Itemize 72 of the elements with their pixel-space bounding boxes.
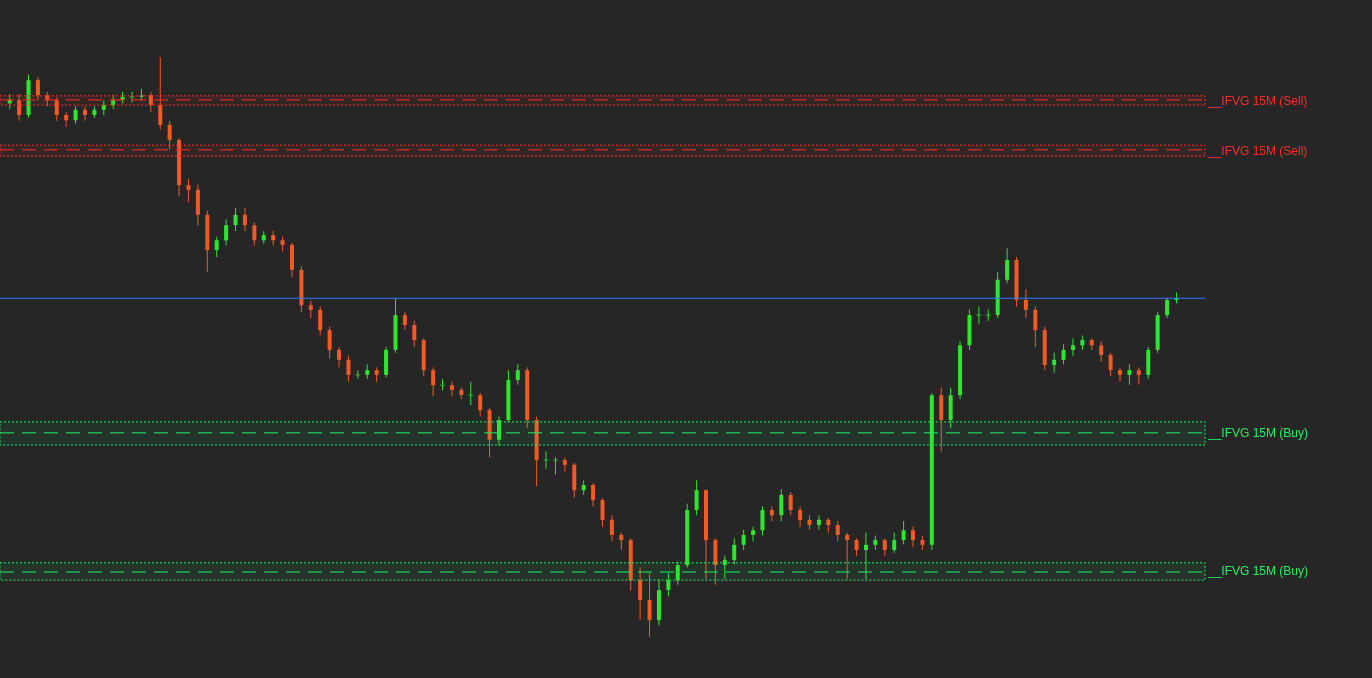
candlestick <box>449 381 454 397</box>
candlestick <box>242 207 247 232</box>
candlestick <box>600 497 605 528</box>
candlestick <box>751 526 756 542</box>
candlestick <box>468 381 474 406</box>
candlestick <box>675 561 680 586</box>
candlestick <box>158 56 163 130</box>
candlestick <box>1005 247 1010 284</box>
candlestick <box>694 479 699 516</box>
candlestick <box>1165 297 1170 319</box>
candlestick <box>478 392 483 418</box>
candlestick <box>788 491 793 516</box>
candlestick <box>214 236 219 258</box>
candlestick <box>402 311 407 331</box>
candlestick <box>552 456 558 476</box>
candlestick <box>911 526 916 548</box>
band-label: __IFVG 15M (Sell) <box>1207 143 1308 158</box>
candlestick <box>355 369 361 380</box>
candlestick <box>1127 363 1132 386</box>
candlestick <box>543 450 549 470</box>
candlestick <box>892 532 897 554</box>
candlestick <box>1099 340 1104 362</box>
candlestick <box>1070 337 1075 357</box>
candlestick <box>835 520 840 542</box>
candlestick <box>497 416 501 447</box>
candlestick <box>148 91 153 113</box>
candlestick <box>638 566 643 621</box>
candlestick <box>976 305 982 325</box>
candlestick <box>35 76 40 101</box>
candlestick <box>845 532 850 580</box>
candlestick <box>1023 288 1028 319</box>
candlestick <box>186 178 191 203</box>
candlestick <box>515 363 520 386</box>
candlestick <box>233 207 238 232</box>
candlestick <box>252 221 257 246</box>
candlestick <box>129 91 135 103</box>
candlestick <box>431 366 436 397</box>
candlestick <box>863 532 868 580</box>
candlestick <box>769 506 774 522</box>
candlestick <box>1061 343 1066 365</box>
candlestick <box>1033 305 1038 348</box>
candlestick <box>1052 352 1057 374</box>
candlestick <box>224 218 229 246</box>
candlestick <box>779 488 784 522</box>
candlestick <box>346 355 351 383</box>
candlestick <box>901 520 906 545</box>
candlestick <box>82 105 87 122</box>
candlestick <box>816 514 821 531</box>
candlestick <box>798 506 803 528</box>
candlestick <box>760 506 765 536</box>
candlestick <box>609 514 614 542</box>
candlestick <box>985 308 991 322</box>
candlestick <box>1118 366 1123 383</box>
candlestick <box>591 482 596 507</box>
candlestick <box>1108 352 1113 377</box>
candlestick <box>167 120 172 151</box>
candlestick <box>666 572 671 597</box>
candlestick <box>440 378 446 391</box>
candlestick <box>412 320 417 348</box>
candlestick <box>741 529 746 551</box>
candlestick <box>647 572 652 638</box>
candlestick <box>562 456 567 473</box>
candlestick <box>17 93 22 122</box>
band-label: __IFVG 15M (Sell) <box>1207 93 1308 108</box>
candlestick <box>337 346 342 368</box>
candlestick <box>732 537 737 565</box>
candlestick <box>327 326 332 360</box>
candlestick <box>722 555 727 580</box>
candlestick <box>54 97 59 122</box>
band-label: __IFVG 15M (Buy) <box>1207 426 1309 441</box>
band-label: __IFVG 15M (Buy) <box>1207 564 1309 579</box>
candlestick <box>318 305 323 336</box>
